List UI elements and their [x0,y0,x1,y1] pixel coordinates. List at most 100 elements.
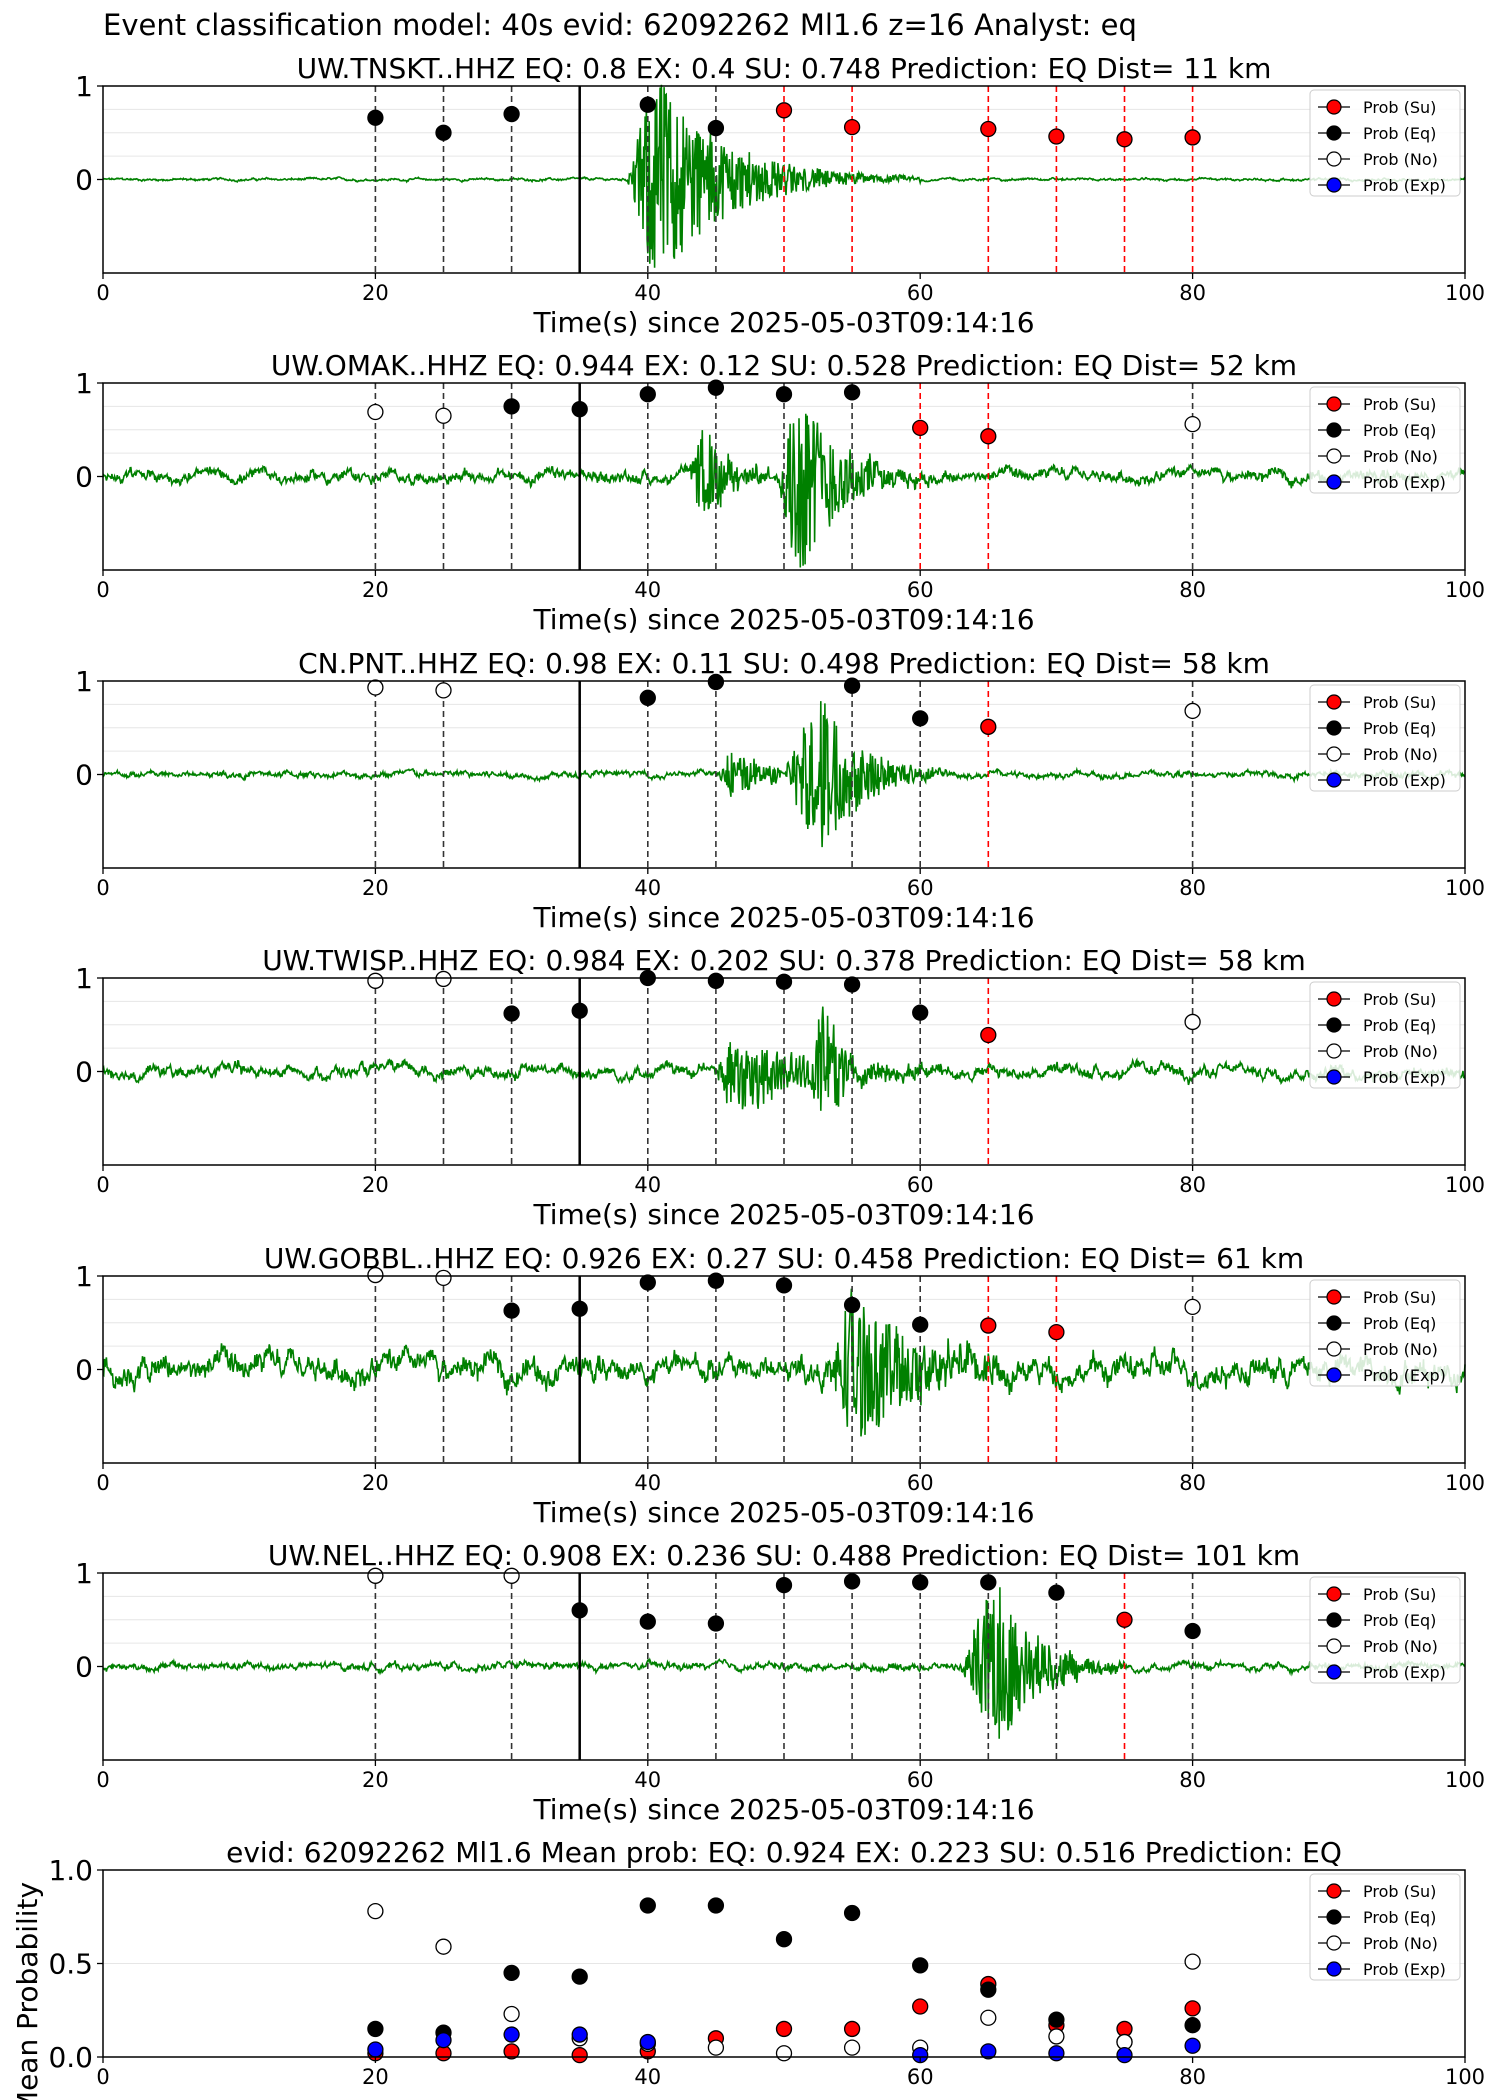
legend-label: Prob (Su) [1363,990,1436,1009]
marker-su [843,2020,861,2038]
marker-eq [435,124,452,141]
x-tick-label: 60 [907,1173,934,1197]
marker-exp [1116,2046,1133,2064]
marker-exp [367,2041,384,2058]
x-tick-label: 40 [634,1173,661,1197]
marker-eq [571,1300,588,1317]
legend-label: Prob (No) [1363,1934,1438,1953]
x-axis-label: Time(s) since 2025-05-03T09:14:16 [532,901,1034,934]
x-axis-label: Time(s) since 2025-05-03T09:14:16 [532,1793,1034,1826]
marker-su [775,102,793,119]
marker-eq [707,119,725,137]
marker-eq [639,1897,656,1914]
marker-eq [503,398,520,415]
x-tick-label: 60 [907,2065,934,2089]
marker-eq [503,1964,520,1981]
x-tick-label: 20 [362,281,389,305]
waveform-trace [102,701,1466,848]
y-tick-label: 0 [75,1056,93,1089]
subplot-title: UW.TNSKT..HHZ EQ: 0.8 EX: 0.4 SU: 0.748 … [297,52,1272,85]
y-tick-label: 1 [75,1557,93,1590]
legend-label: Prob (No) [1363,1340,1438,1359]
marker-eq [775,1577,793,1594]
marker-eq [775,386,793,403]
x-axis-label: Time(s) since 2025-05-03T09:14:16 [532,603,1034,636]
y-tick-label: 1 [75,665,93,698]
subplot-title: UW.GOBBL..HHZ EQ: 0.926 EX: 0.27 SU: 0.4… [264,1242,1304,1275]
marker-eq [707,1897,725,1914]
legend-label: Prob (Su) [1363,395,1436,414]
marker-no [707,2039,725,2056]
marker-eq [1048,2011,1065,2028]
marker-no [1184,1298,1201,1316]
marker-eq [843,1904,861,1922]
legend-label: Prob (Eq) [1363,1611,1436,1630]
marker-su [912,1998,929,2015]
x-tick-label: 0 [96,1173,109,1197]
x-tick-label: 100 [1445,2065,1485,2089]
legend: Prob (Su) Prob (Eq) Prob (No) Prob (Exp) [1309,1873,1461,1981]
legend-label: Prob (No) [1363,1042,1438,1061]
legend-label: Prob (Exp) [1363,1960,1446,1979]
legend-marker-eq [1326,125,1342,141]
legend-marker-no [1326,1638,1342,1654]
marker-no [367,972,384,989]
marker-eq [571,1002,588,1019]
marker-eq [707,673,725,691]
x-tick-label: 0 [96,281,109,305]
x-tick-label: 80 [1179,876,1206,900]
marker-su [1184,2000,1201,2017]
marker-eq [639,1613,656,1630]
legend: Prob (Su) Prob (Eq) Prob (No) Prob (Exp) [1309,89,1461,197]
legend-label: Prob (No) [1363,150,1438,169]
marker-eq [707,1272,725,1289]
x-tick-label: 100 [1445,1173,1485,1197]
legend-marker-eq [1326,1612,1342,1628]
legend-label: Prob (Su) [1363,693,1436,712]
legend-box [1309,1279,1461,1387]
marker-su [503,2043,520,2060]
marker-eq [912,1316,929,1333]
x-tick-label: 0 [96,876,109,900]
x-tick-label: 80 [1179,578,1206,602]
legend-marker-exp [1326,1367,1342,1383]
subplot-7: evid: 62092262 Ml1.6 Mean prob: EQ: 0.92… [11,1836,1485,2100]
legend: Prob (Su) Prob (Eq) Prob (No) Prob (Exp) [1309,386,1461,494]
marker-eq [775,1277,793,1294]
legend-marker-su [1326,1883,1342,1899]
x-tick-label: 20 [362,578,389,602]
marker-no [1184,1953,1201,1970]
marker-no [435,1938,452,1955]
marker-eq [503,1005,520,1022]
marker-eq [571,1968,588,1985]
x-tick-label: 80 [1179,1768,1206,1792]
marker-su [1048,128,1065,145]
legend: Prob (Su) Prob (Eq) Prob (No) Prob (Exp) [1309,981,1461,1089]
legend-marker-no [1326,448,1342,464]
subplot-2: UW.OMAK..HHZ EQ: 0.944 EX: 0.12 SU: 0.52… [75,349,1485,636]
y-tick-label: 1 [75,367,93,400]
x-axis-label: Time(s) since 2025-05-03T09:14:16 [532,1496,1034,1529]
marker-eq [367,109,384,126]
legend-label: Prob (Eq) [1363,421,1436,440]
y-tick-label: 0 [75,1354,93,1387]
marker-eq [707,379,725,396]
marker-no [980,2009,997,2026]
marker-no [775,2045,793,2062]
x-tick-label: 20 [362,2065,389,2089]
legend-label: Prob (No) [1363,447,1438,466]
legend-marker-exp [1326,177,1342,193]
marker-eq [639,96,656,113]
legend-marker-no [1326,1341,1342,1357]
marker-eq [843,976,861,993]
legend: Prob (Su) Prob (Eq) Prob (No) Prob (Exp) [1309,684,1461,792]
x-tick-label: 0 [96,578,109,602]
marker-su [1116,131,1133,148]
legend-marker-exp [1326,1961,1342,1977]
x-tick-label: 20 [362,876,389,900]
x-tick-label: 60 [907,1471,934,1495]
legend-marker-su [1326,99,1342,115]
marker-eq [912,1574,929,1591]
subplot-title: UW.OMAK..HHZ EQ: 0.944 EX: 0.12 SU: 0.52… [271,349,1297,382]
marker-su [980,1026,997,1044]
